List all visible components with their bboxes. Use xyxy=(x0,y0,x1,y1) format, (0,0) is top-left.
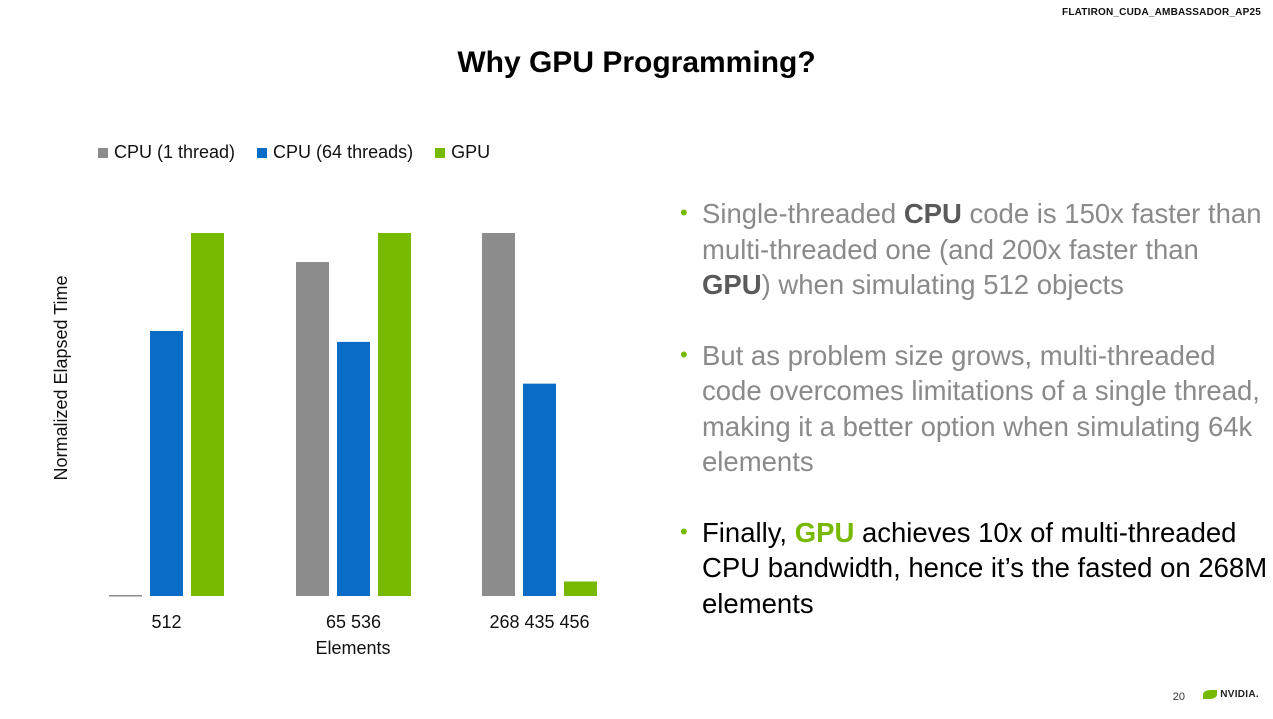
bullet-1-gpu-bold: GPU xyxy=(702,269,762,300)
page-title: Why GPU Programming? xyxy=(457,46,816,79)
bullet-1-part-3: code is 150x faster than multi-threaded … xyxy=(702,198,1262,265)
bullet-2: • But as problem size grows, multi-threa… xyxy=(680,338,1270,480)
legend-label-cpu1: CPU (1 thread) xyxy=(114,142,236,162)
header-tag: FLATIRON_CUDA_AMBASSADOR_AP25 xyxy=(1062,7,1261,18)
bar-chart: 512 65 536 268 435 456 Elements Normalized E… xyxy=(51,233,597,658)
bullet-1-cpu-bold: CPU xyxy=(903,198,962,229)
bullet-1-part-5: ) when simulating 512 objects xyxy=(761,269,1124,300)
bar-cpu64-3 xyxy=(523,383,556,596)
bar-cpu64-1 xyxy=(150,331,183,596)
bullet-3-part-3: achieves 10x of multi-threaded CPU bandw… xyxy=(702,516,1268,619)
x-tick-label: 65 536 xyxy=(326,612,381,632)
bar-cpu1-3 xyxy=(482,233,515,596)
bar-gpu-2 xyxy=(378,233,411,596)
y-axis-label: Normalized Elapsed Time xyxy=(51,275,71,480)
bullet-3: • Finally, GPU achieves 10x of multi-thr… xyxy=(680,515,1270,622)
legend-label-gpu: GPU xyxy=(451,142,491,162)
bar-gpu-1 xyxy=(191,233,224,596)
chart-legend: CPU (1 thread) CPU (64 threads) GPU xyxy=(98,142,490,163)
bullet-dot-icon: • xyxy=(680,341,688,367)
bullet-3-part-1: Finally, xyxy=(702,516,795,548)
bullet-dot-icon: • xyxy=(680,200,688,225)
nvidia-logo: NVIDIA. xyxy=(1203,689,1259,700)
bullet-1: • Single-threaded CPU code is 150x faste… xyxy=(680,196,1270,303)
x-tick-label: 512 xyxy=(151,612,181,632)
legend-label-cpu64: CPU (64 threads) xyxy=(273,142,414,162)
bullet-1-text: Single-threaded CPU code is 150x faster … xyxy=(702,198,1262,300)
logo-text: NVIDIA. xyxy=(1220,689,1259,700)
legend-swatch-gpu xyxy=(435,147,446,158)
nvidia-eye-icon xyxy=(1203,690,1218,699)
bar-cpu1-2 xyxy=(296,262,329,596)
legend-item-cpu64: CPU (64 threads) xyxy=(257,142,413,163)
bullet-list: • Single-threaded CPU code is 150x faste… xyxy=(680,196,1270,656)
legend-item-cpu1: CPU (1 thread) xyxy=(98,142,235,163)
legend-swatch-cpu1 xyxy=(98,147,108,158)
bar-cpu1-1 xyxy=(109,595,142,597)
legend-swatch-cpu64 xyxy=(257,147,268,158)
bullet-3-gpu-highlight: GPU xyxy=(794,516,855,548)
bullet-dot-icon: • xyxy=(680,518,688,544)
bar-cpu64-2 xyxy=(337,341,370,596)
page-number: 20 xyxy=(1172,691,1185,703)
legend-item-gpu: GPU xyxy=(435,142,490,163)
x-axis-label: Elements xyxy=(315,638,390,658)
bullet-3-text: Finally, GPU achieves 10x of multi-threa… xyxy=(702,517,1267,619)
bullet-1-part-1: Single-threaded xyxy=(702,198,904,229)
x-tick-label: 268 435 456 xyxy=(489,612,589,632)
bar-gpu-3 xyxy=(564,581,597,596)
bullet-2-text: But as problem size grows, multi-threade… xyxy=(702,339,1260,478)
